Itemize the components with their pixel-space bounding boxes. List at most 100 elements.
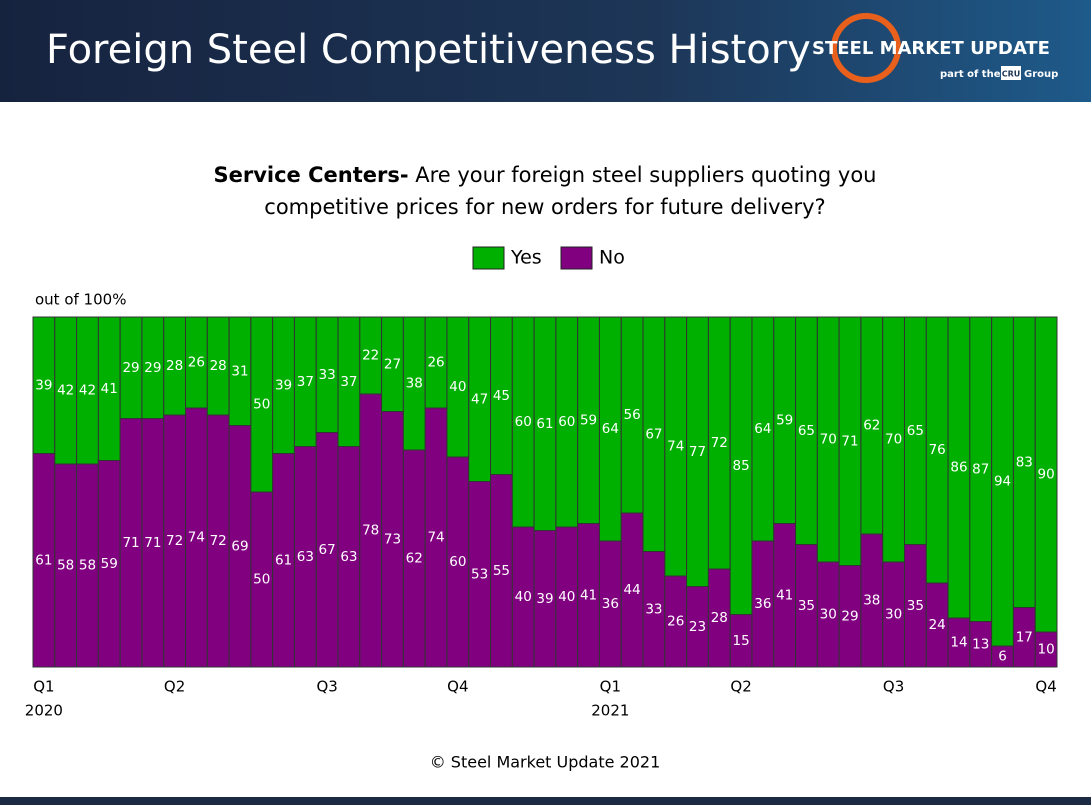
value-label: 74 (427, 530, 444, 546)
value-label: 36 (602, 596, 619, 612)
value-label: 71 (122, 535, 139, 551)
value-label: 41 (580, 587, 597, 603)
value-label: 42 (79, 383, 96, 399)
value-label: 61 (35, 552, 52, 568)
x-tick-label: Q4 (447, 678, 468, 696)
value-label: 77 (689, 444, 706, 460)
value-label: 37 (297, 374, 314, 390)
x-year-label: 2021 (591, 702, 629, 720)
value-label: 63 (297, 549, 314, 565)
value-label: 41 (101, 381, 118, 397)
value-label: 29 (122, 360, 139, 376)
value-label: 24 (929, 617, 946, 633)
logo-cru: CRU (1002, 70, 1021, 79)
value-label: 33 (645, 601, 662, 617)
value-label: 27 (384, 356, 401, 372)
logo-box (1001, 66, 1021, 80)
value-label: 76 (929, 442, 946, 458)
value-label: 38 (863, 593, 880, 609)
value-label: 83 (1016, 454, 1033, 470)
value-label: 62 (406, 551, 423, 567)
value-label: 87 (972, 461, 989, 477)
value-label: 60 (449, 554, 466, 570)
value-label: 59 (101, 556, 118, 572)
value-label: 53 (471, 566, 488, 582)
y-label: out of 100% (35, 291, 126, 309)
value-label: 86 (950, 460, 967, 476)
value-label: 15 (732, 633, 749, 649)
value-label: 50 (253, 572, 270, 588)
value-label: 78 (362, 523, 379, 539)
legend-swatch (560, 246, 593, 270)
value-label: 6 (998, 649, 1007, 665)
slide-title: Foreign Steel Competitiveness History (46, 27, 811, 73)
chart-title-rest: Are your foreign steel suppliers quoting… (415, 163, 876, 187)
value-label: 29 (144, 360, 161, 376)
value-label: 45 (493, 388, 510, 404)
value-label: 61 (275, 552, 292, 568)
footer: © Steel Market Update 2021 (430, 753, 661, 772)
value-label: 74 (188, 530, 205, 546)
value-label: 67 (645, 426, 662, 442)
value-label: 65 (907, 423, 924, 439)
value-label: 59 (776, 412, 793, 428)
x-tick-label: Q2 (164, 678, 185, 696)
value-label: 42 (57, 383, 74, 399)
value-label: 26 (188, 355, 205, 371)
value-label: 37 (340, 374, 357, 390)
value-label: 28 (210, 358, 227, 374)
value-label: 72 (166, 533, 183, 549)
value-label: 58 (57, 558, 74, 574)
value-label: 65 (798, 423, 815, 439)
legend-swatch (472, 246, 505, 270)
x-tick-label: Q4 (1035, 678, 1056, 696)
value-label: 58 (79, 558, 96, 574)
value-label: 50 (253, 397, 270, 413)
value-label: 60 (558, 414, 575, 430)
chart-title-2: competitive prices for new orders for fu… (264, 195, 825, 219)
value-label: 30 (885, 607, 902, 623)
value-label: 72 (210, 533, 227, 549)
value-label: 40 (515, 589, 532, 605)
value-label: 33 (319, 367, 336, 383)
bottom-band (0, 797, 1091, 805)
value-label: 39 (275, 377, 292, 393)
value-label: 60 (515, 414, 532, 430)
x-tick-label: Q1 (33, 678, 54, 696)
value-label: 63 (340, 549, 357, 565)
value-label: 22 (362, 348, 379, 364)
chart-title: Service Centers- Are your foreign steel … (213, 163, 876, 187)
value-label: 94 (994, 474, 1011, 490)
x-tick-label: Q3 (316, 678, 337, 696)
value-label: 70 (820, 432, 837, 448)
value-label: 85 (732, 458, 749, 474)
value-label: 71 (841, 433, 858, 449)
legend-label: Yes (510, 247, 542, 269)
value-label: 31 (231, 363, 248, 379)
value-label: 35 (798, 598, 815, 614)
value-label: 29 (841, 608, 858, 624)
value-label: 59 (580, 412, 597, 428)
value-label: 40 (449, 379, 466, 395)
value-label: 64 (602, 421, 619, 437)
value-label: 26 (427, 355, 444, 371)
value-label: 38 (406, 376, 423, 392)
x-tick-label: Q1 (600, 678, 621, 696)
logo-group: Group (1024, 69, 1058, 80)
x-year-label: 2020 (25, 702, 63, 720)
value-label: 36 (754, 596, 771, 612)
value-label: 39 (536, 591, 553, 607)
value-label: 69 (231, 538, 248, 554)
value-label: 44 (624, 582, 641, 598)
value-label: 10 (1038, 642, 1055, 658)
value-label: 71 (144, 535, 161, 551)
value-label: 56 (624, 407, 641, 423)
value-label: 67 (319, 542, 336, 558)
value-label: 30 (820, 607, 837, 623)
chart-title-bold: Service Centers- (213, 163, 408, 187)
value-label: 28 (711, 610, 728, 626)
value-label: 62 (863, 418, 880, 434)
value-label: 90 (1038, 467, 1055, 483)
value-label: 39 (35, 377, 52, 393)
legend-label: No (599, 247, 625, 269)
